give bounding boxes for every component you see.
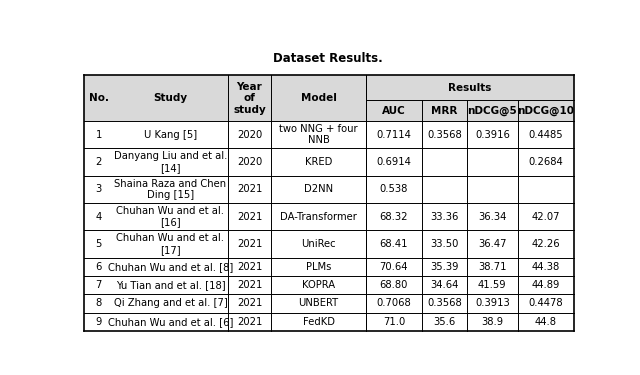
Text: Chuhan Wu and et al. [6]: Chuhan Wu and et al. [6] <box>108 317 233 327</box>
Text: Yu Tian and et al. [18]: Yu Tian and et al. [18] <box>116 280 225 290</box>
Text: UniRec: UniRec <box>301 239 336 249</box>
Text: 44.38: 44.38 <box>531 262 560 272</box>
Text: 35.39: 35.39 <box>430 262 459 272</box>
Text: AUC: AUC <box>382 106 406 116</box>
Text: 38.9: 38.9 <box>481 317 504 327</box>
Text: PLMs: PLMs <box>306 262 332 272</box>
Text: 41.59: 41.59 <box>478 280 507 290</box>
Text: 1: 1 <box>95 130 102 140</box>
Text: 0.3568: 0.3568 <box>427 130 462 140</box>
Text: FedKD: FedKD <box>303 317 335 327</box>
Text: 0.7114: 0.7114 <box>376 130 412 140</box>
Text: nDCG@10: nDCG@10 <box>517 105 574 116</box>
Text: 42.26: 42.26 <box>531 239 560 249</box>
Text: 2021: 2021 <box>237 262 262 272</box>
Text: 0.4478: 0.4478 <box>528 298 563 309</box>
Text: Chuhan Wu and et al.
[17]: Chuhan Wu and et al. [17] <box>116 233 225 255</box>
Text: nDCG@5: nDCG@5 <box>467 105 517 116</box>
Text: 36.47: 36.47 <box>478 239 507 249</box>
Text: 2020: 2020 <box>237 130 262 140</box>
Text: Qi Zhang and et al. [7]: Qi Zhang and et al. [7] <box>113 298 227 309</box>
Text: DA-Transformer: DA-Transformer <box>280 212 357 222</box>
Text: 33.36: 33.36 <box>430 212 459 222</box>
Text: 70.64: 70.64 <box>380 262 408 272</box>
Text: 0.3913: 0.3913 <box>475 298 509 309</box>
Text: 0.4485: 0.4485 <box>528 130 563 140</box>
Text: 2021: 2021 <box>237 212 262 222</box>
Text: Results: Results <box>448 83 492 93</box>
Text: 36.34: 36.34 <box>478 212 506 222</box>
Text: 0.7068: 0.7068 <box>376 298 412 309</box>
Text: 0.3568: 0.3568 <box>427 298 462 309</box>
Text: 0.3916: 0.3916 <box>475 130 510 140</box>
Text: KRED: KRED <box>305 157 332 167</box>
Text: No.: No. <box>88 93 109 103</box>
Text: 0.538: 0.538 <box>380 184 408 194</box>
Text: 2021: 2021 <box>237 280 262 290</box>
Text: UNBERT: UNBERT <box>299 298 339 309</box>
Text: two NNG + four
NNB: two NNG + four NNB <box>279 124 358 146</box>
Bar <box>84 75 573 121</box>
Text: 2021: 2021 <box>237 184 262 194</box>
Text: Year
of
study: Year of study <box>233 81 266 115</box>
Text: U Kang [5]: U Kang [5] <box>144 130 197 140</box>
Text: 9: 9 <box>95 317 102 327</box>
Text: 44.8: 44.8 <box>534 317 557 327</box>
Text: Model: Model <box>301 93 337 103</box>
Text: 38.71: 38.71 <box>478 262 507 272</box>
Text: D2NN: D2NN <box>304 184 333 194</box>
Text: 3: 3 <box>95 184 102 194</box>
Text: 2021: 2021 <box>237 239 262 249</box>
Text: 0.2684: 0.2684 <box>528 157 563 167</box>
Text: 8: 8 <box>95 298 102 309</box>
Text: 0.6914: 0.6914 <box>376 157 412 167</box>
Text: 4: 4 <box>95 212 102 222</box>
Text: 2021: 2021 <box>237 317 262 327</box>
Text: 68.32: 68.32 <box>380 212 408 222</box>
Text: 35.6: 35.6 <box>433 317 456 327</box>
Text: 2020: 2020 <box>237 157 262 167</box>
Text: Shaina Raza and Chen
Ding [15]: Shaina Raza and Chen Ding [15] <box>115 178 227 200</box>
Text: KOPRA: KOPRA <box>302 280 335 290</box>
Text: 34.64: 34.64 <box>430 280 459 290</box>
Text: 33.50: 33.50 <box>430 239 459 249</box>
Text: 6: 6 <box>95 262 102 272</box>
Text: 7: 7 <box>95 280 102 290</box>
Text: 5: 5 <box>95 239 102 249</box>
Text: Dataset Results.: Dataset Results. <box>273 52 383 65</box>
Text: 68.41: 68.41 <box>380 239 408 249</box>
Text: 71.0: 71.0 <box>383 317 405 327</box>
Text: 68.80: 68.80 <box>380 280 408 290</box>
Text: Study: Study <box>154 93 188 103</box>
Text: Chuhan Wu and et al. [8]: Chuhan Wu and et al. [8] <box>108 262 233 272</box>
Text: 42.07: 42.07 <box>531 212 560 222</box>
Text: 2021: 2021 <box>237 298 262 309</box>
Text: 44.89: 44.89 <box>531 280 560 290</box>
Text: 2: 2 <box>95 157 102 167</box>
Text: Chuhan Wu and et al.
[16]: Chuhan Wu and et al. [16] <box>116 206 225 228</box>
Text: Danyang Liu and et al.
[14]: Danyang Liu and et al. [14] <box>114 151 227 173</box>
Text: MRR: MRR <box>431 106 458 116</box>
